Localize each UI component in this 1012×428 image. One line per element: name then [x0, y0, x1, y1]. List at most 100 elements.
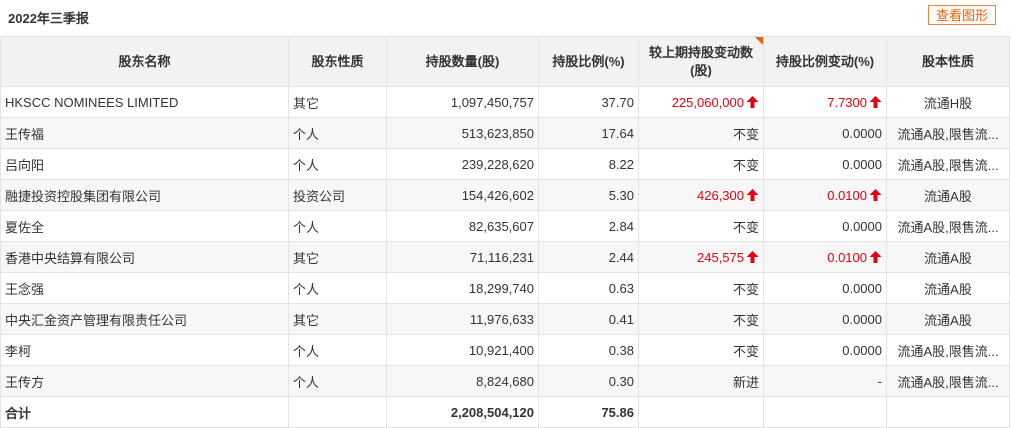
holder-type-value: 个人 — [293, 157, 320, 173]
total-shares: 2,208,504,120 — [386, 396, 539, 428]
holder-name: 夏佐全 — [0, 210, 289, 242]
total-label: 合计 — [0, 396, 289, 428]
holder-type-value: 其它 — [293, 312, 320, 328]
ratio-change: 0.0000 — [763, 148, 887, 180]
holder-type: 其它 — [288, 303, 387, 335]
holder-name-value: HKSCC NOMINEES LIMITED — [5, 94, 179, 110]
section-title: 2022年三季报 — [8, 11, 89, 26]
share-ratio-value: 8.22 — [608, 156, 634, 172]
ratio-change: 0.0000 — [763, 210, 887, 242]
share-change-value: 225,060,000 — [671, 94, 744, 110]
share-ratio-value: 5.30 — [608, 187, 634, 203]
share-count-value: 82,635,607 — [468, 218, 534, 234]
section-header: 2022年三季报 查看图形 — [0, 0, 1012, 34]
header-change-label: 较上期持股变动数(股) — [648, 44, 753, 78]
holder-name: 王传福 — [0, 117, 289, 149]
arrow-up-icon — [746, 188, 759, 201]
share-ratio: 0.38 — [538, 334, 639, 366]
share-count-value: 513,623,850 — [461, 125, 534, 141]
header-holder-type: 股东性质 — [288, 36, 387, 87]
holder-type-value: 个人 — [293, 126, 320, 142]
holder-name: 香港中央结算有限公司 — [0, 241, 289, 273]
share-nature-value: 流通A股,限售流... — [897, 126, 999, 142]
share-nature: 流通A股,限售流... — [886, 365, 1010, 397]
ratio-change-value: - — [877, 373, 882, 389]
share-ratio-value: 0.41 — [608, 311, 634, 327]
holder-name-value: 吕向阳 — [5, 157, 45, 173]
holder-name: 融捷投资控股集团有限公司 — [0, 179, 289, 211]
share-change: 245,575 — [638, 241, 764, 273]
share-ratio: 0.30 — [538, 365, 639, 397]
share-change: 225,060,000 — [638, 86, 764, 118]
share-ratio: 5.30 — [538, 179, 639, 211]
total-row: 合计 2,208,504,120 75.86 — [0, 396, 1010, 428]
share-count: 1,097,450,757 — [386, 86, 539, 118]
share-count-value: 71,116,231 — [469, 249, 534, 265]
share-count-value: 10,921,400 — [468, 342, 534, 358]
holder-name-value: 王念强 — [5, 281, 45, 297]
share-change-value: 245,575 — [697, 249, 744, 265]
share-nature-value: 流通A股,限售流... — [897, 343, 999, 359]
share-count: 82,635,607 — [386, 210, 539, 242]
share-count: 71,116,231 — [386, 241, 539, 273]
share-change-value: 不变 — [732, 281, 759, 297]
table-row: 吕向阳 个人 239,228,620 8.22 不变 0.0000 流通A股,限售流... — [0, 148, 1010, 180]
share-count: 10,921,400 — [386, 334, 539, 366]
share-nature-value: 流通A股,限售流... — [897, 374, 999, 390]
ratio-change: - — [763, 365, 887, 397]
header-ratio-change: 持股比例变动(%) — [763, 36, 887, 87]
ratio-change-value: 0.0000 — [842, 218, 882, 234]
share-change-value: 不变 — [732, 219, 759, 235]
share-count: 239,228,620 — [386, 148, 539, 180]
share-ratio: 0.63 — [538, 272, 639, 304]
ratio-change-value: 0.0000 — [842, 280, 882, 296]
holder-type-value: 投资公司 — [293, 188, 346, 204]
table-row: 王传福 个人 513,623,850 17.64 不变 0.0000 流通A股,限售流... — [0, 117, 1010, 149]
table-header-row: 股东名称 股东性质 持股数量(股) 持股比例(%) 较上期持股变动数(股) 持股… — [0, 36, 1010, 87]
holder-type-value: 其它 — [293, 95, 320, 111]
ratio-change: 0.0100 — [763, 179, 887, 211]
table-row: 王念强 个人 18,299,740 0.63 不变 0.0000 流通A股 — [0, 272, 1010, 304]
share-change-value: 426,300 — [697, 187, 744, 203]
arrow-up-icon — [746, 95, 759, 108]
total-nature-cell — [886, 396, 1010, 428]
holder-type: 个人 — [288, 365, 387, 397]
share-nature: 流通A股,限售流... — [886, 210, 1010, 242]
arrow-up-icon — [869, 188, 882, 201]
share-change-value: 不变 — [732, 157, 759, 173]
share-count-value: 154,426,602 — [461, 187, 534, 203]
share-ratio-value: 0.63 — [608, 280, 634, 296]
table-row: 夏佐全 个人 82,635,607 2.84 不变 0.0000 流通A股,限售流... — [0, 210, 1010, 242]
share-nature: 流通A股,限售流... — [886, 148, 1010, 180]
share-nature-value: 流通A股,限售流... — [897, 157, 999, 173]
holder-type: 其它 — [288, 241, 387, 273]
holder-name: 中央汇金资产管理有限责任公司 — [0, 303, 289, 335]
holder-name-value: 融捷投资控股集团有限公司 — [5, 188, 162, 204]
total-ratio-change-cell — [763, 396, 887, 428]
share-count-value: 8,824,680 — [476, 373, 534, 389]
header-shares: 持股数量(股) — [386, 36, 539, 87]
holder-name-value: 王传方 — [5, 374, 45, 390]
ratio-change: 0.0000 — [763, 117, 887, 149]
share-nature-value: 流通A股 — [924, 312, 972, 328]
share-ratio-value: 0.30 — [608, 373, 634, 389]
share-change-value: 不变 — [732, 312, 759, 328]
view-chart-button[interactable]: 查看图形 — [927, 5, 996, 25]
ratio-change: 0.0000 — [763, 334, 887, 366]
share-nature-value: 流通A股 — [924, 281, 972, 297]
ratio-change: 7.7300 — [763, 86, 887, 118]
share-count: 154,426,602 — [386, 179, 539, 211]
holder-name: 李柯 — [0, 334, 289, 366]
share-ratio-value: 2.84 — [608, 218, 634, 234]
share-ratio-value: 2.44 — [608, 249, 634, 265]
header-change: 较上期持股变动数(股) — [638, 36, 764, 87]
share-count-value: 11,976,633 — [469, 311, 534, 327]
holder-type: 其它 — [288, 86, 387, 118]
share-nature-value: 流通H股 — [923, 95, 973, 111]
holder-name-value: 王传福 — [5, 126, 45, 142]
holder-name: 吕向阳 — [0, 148, 289, 180]
share-nature-value: 流通A股,限售流... — [897, 219, 999, 235]
holder-type-value: 个人 — [293, 374, 320, 390]
share-nature: 流通A股,限售流... — [886, 334, 1010, 366]
share-count-value: 1,097,450,757 — [450, 94, 534, 110]
